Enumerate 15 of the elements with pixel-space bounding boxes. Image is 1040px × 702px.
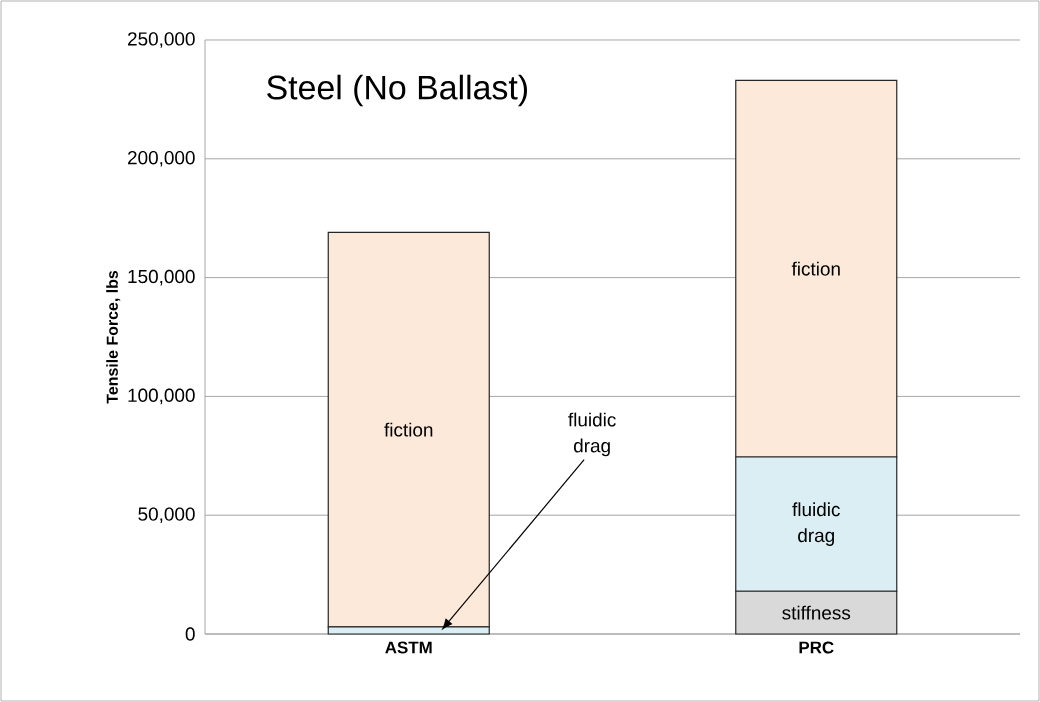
y-tick-label: 150,000	[128, 269, 195, 286]
text: Steel (No Ballast)	[267, 74, 527, 107]
x-tick-label: PRC	[799, 641, 834, 654]
series-label: fluidic drag	[792, 502, 840, 546]
y-axis-title: Tensile Force, lbs	[106, 270, 121, 404]
series-label: fiction	[791, 261, 840, 276]
y-tick-label: 100,000	[128, 388, 195, 405]
series-label: stiffness	[782, 605, 851, 620]
annotation: fiction	[384, 422, 433, 437]
y-tick-label: 200,000	[128, 150, 195, 167]
x-tick-label: ASTM	[385, 641, 432, 654]
y-tick-label: 250,000	[128, 32, 195, 48]
annotation: fluidic drag	[568, 412, 616, 457]
y-tick-label: 0	[185, 627, 195, 641]
y-tick-label: 50,000	[138, 507, 195, 524]
